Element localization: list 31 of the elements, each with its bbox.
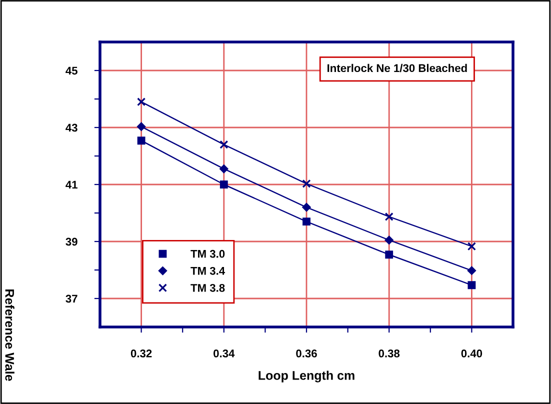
x-axis-title: Loop Length cm	[258, 370, 354, 382]
point	[220, 180, 228, 188]
point	[302, 203, 311, 212]
point	[220, 140, 228, 149]
point	[384, 236, 394, 244]
point	[220, 164, 228, 174]
legend-label: TM 3.4	[190, 266, 226, 275]
point	[385, 250, 394, 259]
point	[302, 179, 311, 188]
legend-label: TM 3.0	[190, 250, 225, 258]
x-tick-label: 0.34	[214, 350, 235, 358]
y-tick-label: 41	[66, 180, 78, 189]
point	[467, 266, 476, 275]
y-tick-label: 45	[66, 66, 78, 75]
text: Interlock Ne 1/30 Bleached	[328, 64, 467, 72]
point	[468, 281, 476, 290]
x-tick-label: 0.38	[378, 350, 400, 358]
y-tick-label: 39	[66, 238, 78, 246]
legend-label: TM 3.8	[190, 284, 225, 292]
point	[136, 98, 146, 106]
y-tick-label: 43	[66, 124, 78, 132]
x-tick-label: 0.40	[461, 350, 482, 358]
x-tick-label: 0.32	[130, 350, 152, 358]
point	[137, 122, 146, 131]
y-tick-label: 37	[66, 294, 78, 303]
x-tick-label: 0.36	[296, 350, 317, 358]
point	[302, 218, 310, 226]
point	[467, 242, 476, 251]
point	[384, 212, 394, 222]
point	[137, 136, 146, 145]
y-axis-title: Reference Wale	[5, 290, 14, 381]
